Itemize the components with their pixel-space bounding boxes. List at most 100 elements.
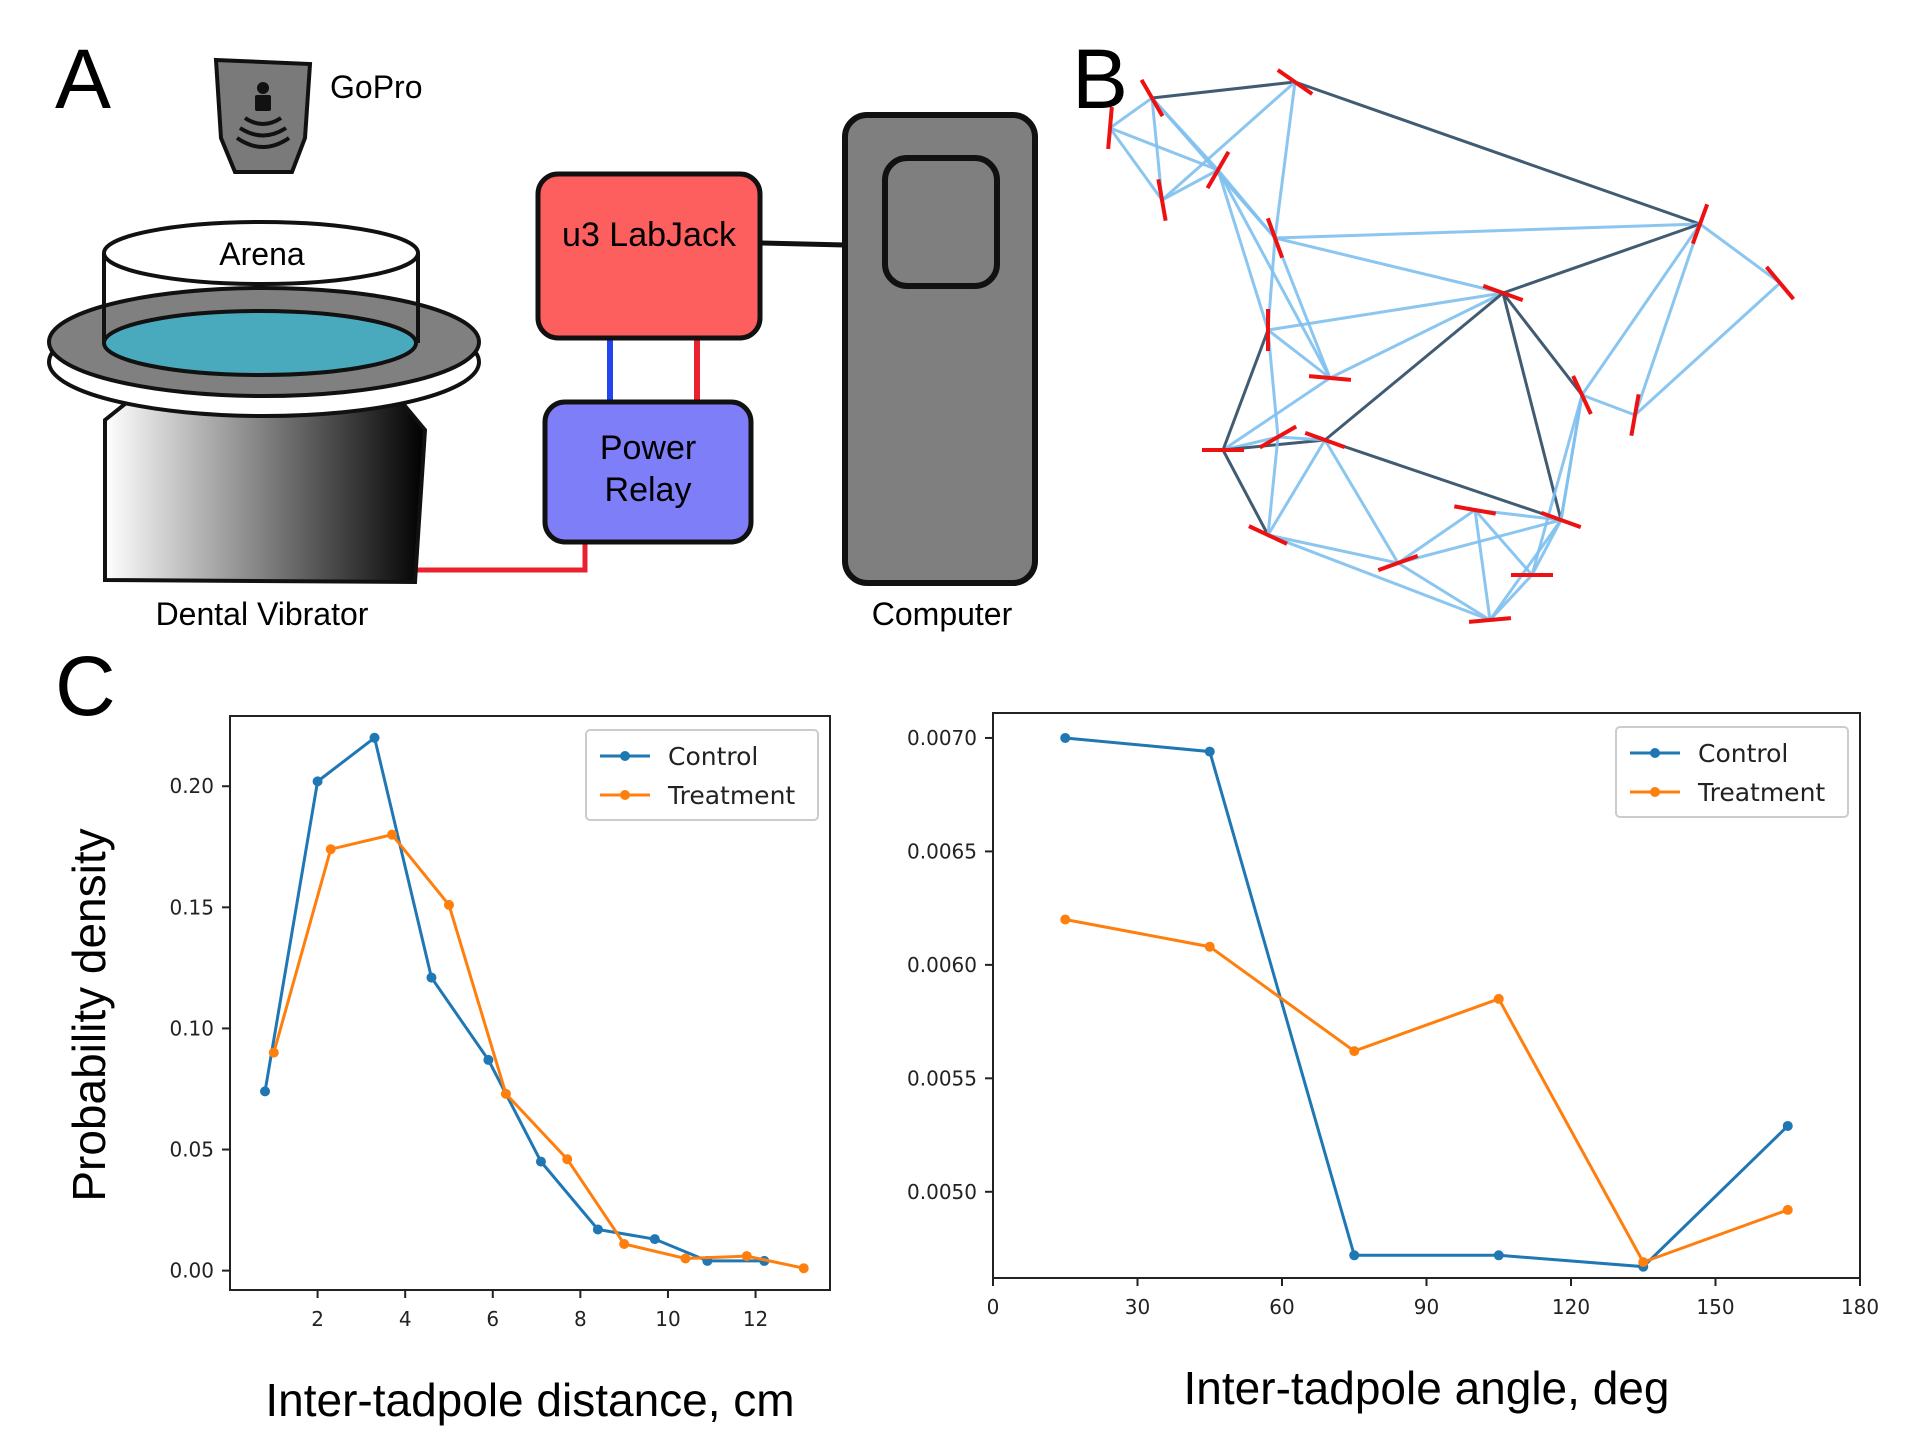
legend-label: Treatment xyxy=(667,781,795,810)
y-tick-label: 0.10 xyxy=(169,1016,214,1040)
network-edge xyxy=(1397,561,1491,622)
tadpole-heading-mark xyxy=(1276,68,1314,96)
plot-frame xyxy=(229,715,831,1291)
computer-screen xyxy=(882,155,1000,289)
network-edge xyxy=(1633,281,1782,417)
network-edge xyxy=(1559,394,1584,521)
tadpole-heading-mark xyxy=(1377,553,1419,573)
tadpole-heading-mark xyxy=(1453,504,1497,516)
tadpole-heading-mark xyxy=(1106,106,1114,150)
network-edge xyxy=(1161,168,1219,202)
network-edge xyxy=(1488,519,1563,621)
relay-label-line2: Relay xyxy=(605,471,692,509)
panel-letter-a: A xyxy=(55,32,111,126)
network-edge xyxy=(1216,169,1332,379)
tadpole-heading-mark xyxy=(1482,283,1524,303)
network-edge xyxy=(1501,292,1584,396)
computer-label: Computer xyxy=(872,596,1013,632)
network-edge xyxy=(1324,438,1562,522)
tadpole-heading-mark xyxy=(1764,265,1796,301)
network-edge xyxy=(1329,291,1504,380)
x-tick-label: 60 xyxy=(1269,1295,1294,1319)
arena-assembly xyxy=(47,220,481,418)
network-edge xyxy=(1530,394,1584,576)
network-edge xyxy=(1580,223,1702,396)
data-point-treatment xyxy=(268,1047,279,1058)
data-point-control xyxy=(1349,1250,1360,1261)
x-tick-label: 2 xyxy=(311,1307,324,1331)
network-edge xyxy=(1273,81,1297,239)
tadpole-heading-mark xyxy=(1265,217,1285,259)
x-tick-label: 10 xyxy=(655,1307,680,1331)
wires xyxy=(415,240,846,573)
network-edge xyxy=(1274,236,1504,295)
tadpole-heading-mark xyxy=(1690,203,1710,245)
data-point-control xyxy=(1204,746,1215,757)
tadpole-heading-mark xyxy=(1468,616,1512,624)
y-tick-label: 0.0060 xyxy=(907,953,977,977)
network-edge xyxy=(1109,96,1153,130)
x-tick-label: 120 xyxy=(1552,1295,1590,1319)
x-tick-label: 150 xyxy=(1696,1295,1734,1319)
series-line-control xyxy=(263,735,765,1263)
tadpole-heading-mark xyxy=(1629,393,1641,437)
network-edge xyxy=(1267,328,1331,380)
wire-vibrator-relay xyxy=(415,542,588,573)
wire-labjack-computer xyxy=(759,240,846,248)
y-tick-label: 0.0065 xyxy=(907,839,977,863)
arena-water xyxy=(102,309,418,377)
network-edge xyxy=(1221,449,1270,536)
network-edge xyxy=(1473,509,1534,576)
network-edge xyxy=(1397,508,1476,565)
network-edge xyxy=(1266,436,1280,536)
network-edge xyxy=(1267,533,1399,565)
network-edge xyxy=(1633,223,1702,416)
x-axis-label: Inter-tadpole distance, cm xyxy=(265,1374,794,1426)
data-point-treatment xyxy=(1638,1257,1649,1268)
gopro-body xyxy=(213,57,313,174)
y-tick-label: 0.00 xyxy=(169,1259,214,1283)
tadpole-heading-mark xyxy=(1308,374,1352,382)
network-edge xyxy=(1277,435,1326,442)
legend-label: Control xyxy=(1698,739,1788,768)
y-axis-label: Probability density xyxy=(63,828,115,1201)
network-edge xyxy=(1294,80,1701,226)
y-tick-label: 0.05 xyxy=(169,1138,214,1162)
legend-label: Treatment xyxy=(1697,778,1825,807)
tadpole-heading-mark xyxy=(1540,510,1582,530)
gopro-person-icon xyxy=(257,82,269,94)
legend-box xyxy=(585,729,819,821)
labjack-box xyxy=(535,171,763,341)
data-point-control xyxy=(535,1156,546,1167)
arena-rim xyxy=(102,220,420,286)
data-point-control xyxy=(426,972,437,983)
network-edge xyxy=(1161,80,1296,202)
network-edge xyxy=(1581,393,1636,417)
data-point-treatment xyxy=(562,1154,573,1165)
data-point-control xyxy=(260,1086,271,1097)
network-edge xyxy=(1324,291,1504,442)
network-edge xyxy=(1488,573,1534,622)
network-edge xyxy=(1473,509,1492,621)
y-tick-label: 0.15 xyxy=(169,895,214,919)
power-relay-box xyxy=(542,399,754,545)
data-point-treatment xyxy=(1349,1046,1360,1057)
series-line-treatment xyxy=(272,832,805,1270)
data-point-treatment xyxy=(1782,1204,1793,1215)
tadpole-heading-mark xyxy=(1139,78,1165,118)
data-point-treatment xyxy=(680,1253,691,1264)
chart-angle: 0 30 60 90 120 150 180 0.0050 0.0055 0.0060 0.0065… xyxy=(907,712,1879,1414)
tadpole-heading-mark xyxy=(1571,375,1593,415)
gopro-camera xyxy=(213,57,313,174)
data-point-control xyxy=(649,1234,660,1245)
legend-label: Control xyxy=(668,742,758,771)
data-point-control xyxy=(312,776,323,787)
legend-marker xyxy=(1650,748,1660,758)
data-point-treatment xyxy=(387,829,398,840)
x-tick-label: 0 xyxy=(987,1295,1000,1319)
network-edge xyxy=(1501,292,1563,521)
network-edge xyxy=(1699,222,1781,285)
data-point-control xyxy=(592,1224,603,1235)
data-point-control xyxy=(369,732,380,743)
data-point-treatment xyxy=(798,1263,809,1274)
